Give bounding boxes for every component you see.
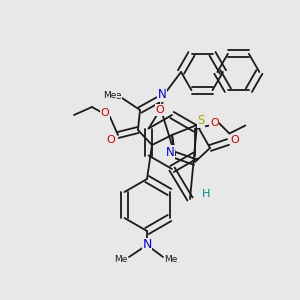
Text: Me: Me: [164, 254, 178, 263]
Text: Me: Me: [114, 254, 128, 263]
Text: H: H: [202, 189, 210, 199]
Text: O: O: [210, 118, 219, 128]
Text: N: N: [158, 88, 166, 101]
Text: O: O: [106, 135, 116, 145]
Text: N: N: [142, 238, 152, 251]
Text: Me: Me: [107, 91, 121, 101]
Text: Me: Me: [103, 91, 117, 100]
Text: N: N: [166, 146, 174, 158]
Text: S: S: [197, 115, 205, 128]
Text: O: O: [231, 135, 239, 145]
Text: O: O: [156, 105, 164, 115]
Text: O: O: [100, 108, 109, 118]
